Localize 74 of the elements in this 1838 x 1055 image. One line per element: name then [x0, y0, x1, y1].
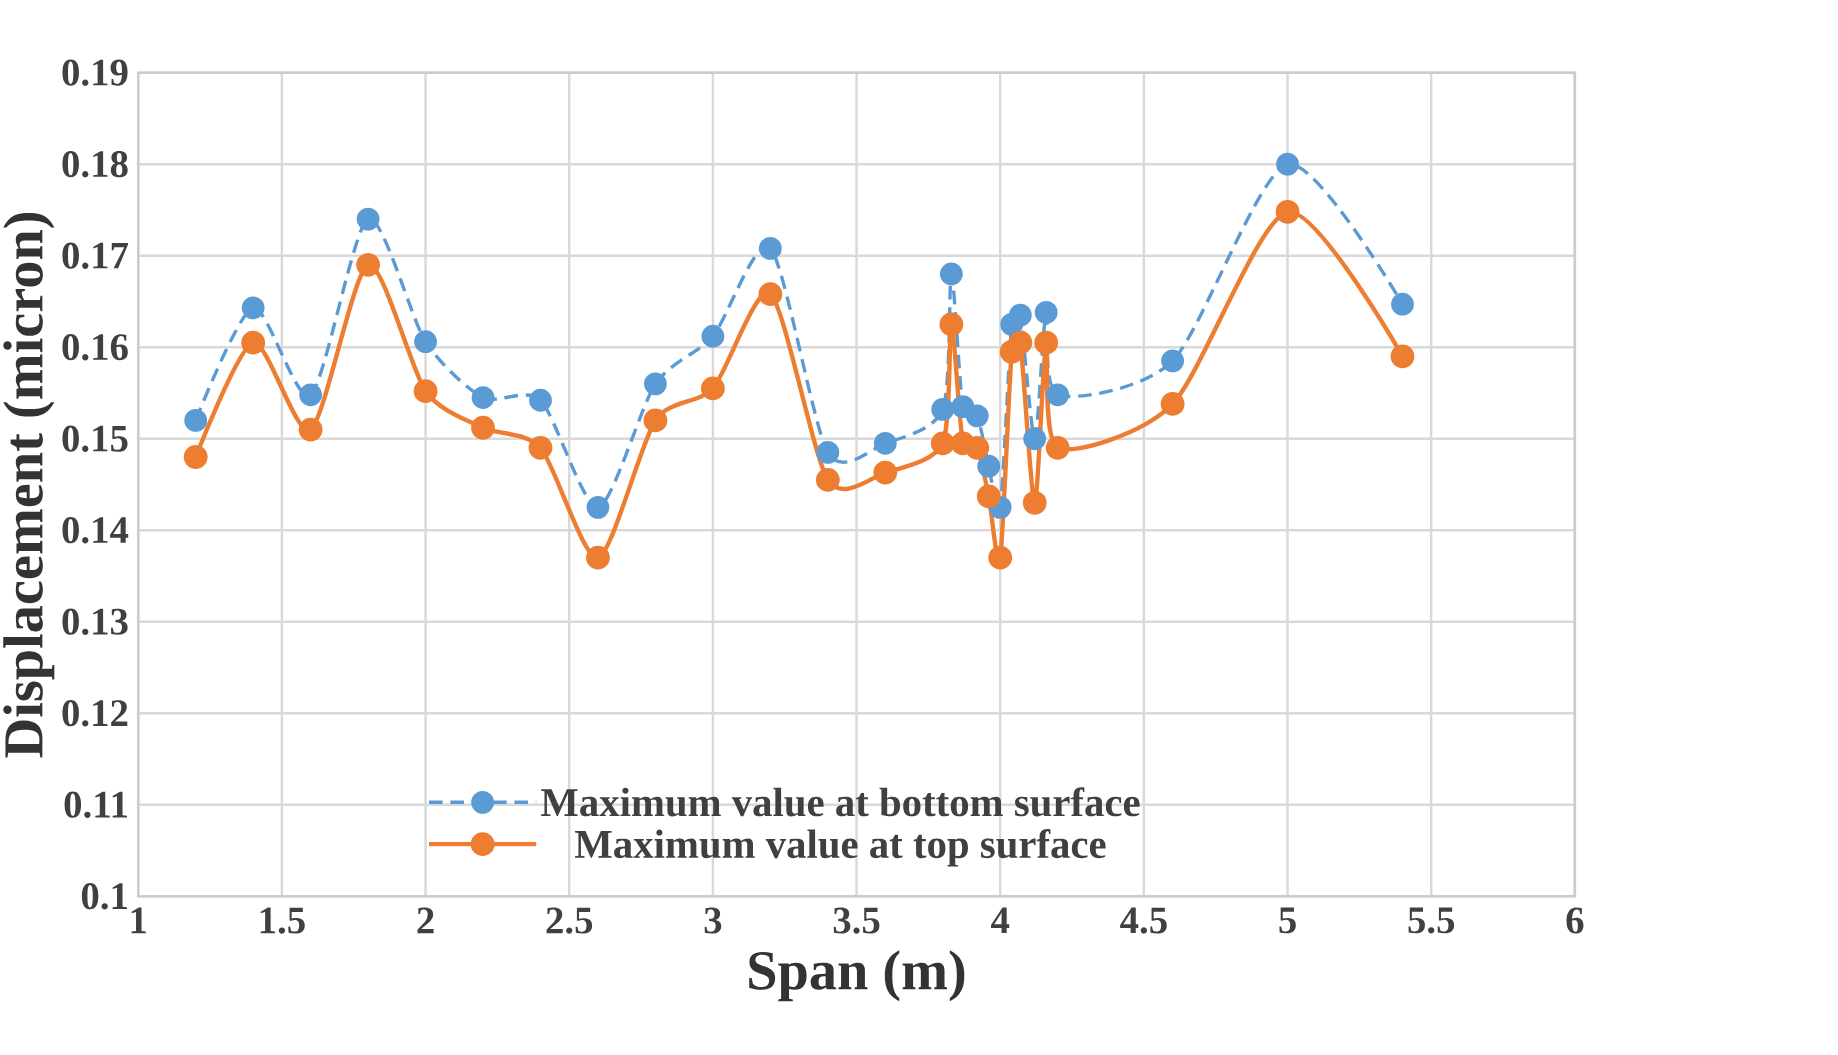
y-tick-label: 0.12 [62, 700, 128, 727]
x-tick-label: 2.5 [546, 907, 593, 934]
point [183, 445, 208, 470]
point [965, 404, 989, 428]
y-tick-label: 0.17 [62, 242, 129, 270]
point [586, 545, 610, 570]
x-tick-label: 5.5 [1408, 907, 1455, 934]
point [1045, 436, 1070, 460]
point [529, 389, 552, 412]
point [528, 436, 553, 460]
point [471, 386, 495, 410]
point [873, 432, 897, 455]
point [356, 253, 380, 277]
point [1023, 427, 1047, 451]
x-tick-label: 3.5 [833, 907, 880, 934]
y-axis-title: Displacement (micron) [3, 213, 55, 758]
point [1046, 383, 1070, 407]
point [700, 376, 725, 401]
x-tick-label: 4 [991, 907, 1010, 934]
point [988, 545, 1013, 570]
point [413, 379, 438, 404]
x-tick-label: 4.5 [1120, 907, 1167, 934]
y-tick-label: 0.16 [62, 334, 128, 361]
y-tick-label: 0.11 [64, 791, 127, 819]
x-tick-label: 5 [1279, 907, 1296, 934]
point [758, 282, 783, 307]
point [931, 398, 955, 422]
point [586, 496, 610, 519]
point [298, 417, 323, 442]
y-tick-label: 0.14 [62, 517, 129, 544]
point [930, 431, 955, 456]
point [939, 312, 964, 337]
x-tick-label: 1 [131, 907, 146, 934]
point [1008, 330, 1033, 355]
point [1391, 292, 1414, 316]
point [184, 409, 208, 433]
y-tick-label: 0.15 [62, 425, 128, 453]
point [758, 237, 782, 260]
point [816, 441, 840, 465]
x-tick-label: 3 [704, 907, 722, 934]
point [701, 325, 725, 348]
point [873, 460, 898, 485]
point [241, 296, 265, 320]
point [1022, 491, 1047, 515]
x-tick-label: 6 [1566, 907, 1584, 934]
point [1160, 392, 1185, 417]
point [1034, 301, 1058, 325]
point [1034, 330, 1059, 355]
point [643, 408, 668, 433]
point [1008, 303, 1032, 327]
point [1161, 349, 1185, 373]
x-tick-label: 1.5 [260, 907, 305, 934]
y-tick-label: 0.19 [62, 59, 128, 87]
legend-label: Maximum value at bottom surface [541, 787, 1140, 817]
legend-label: Maximum value at top surface [575, 829, 1106, 867]
point [977, 454, 1001, 478]
point [356, 207, 380, 231]
point [815, 468, 840, 492]
point [965, 436, 990, 460]
point [939, 262, 963, 286]
point [414, 330, 437, 354]
y-tick-label: 0.1 [81, 883, 127, 910]
y-tick-label: 0.18 [62, 151, 128, 178]
point [644, 372, 667, 396]
point [241, 330, 266, 355]
y-tick-label: 0.13 [62, 608, 128, 636]
point [1390, 344, 1415, 369]
x-tick-label: 2 [417, 907, 434, 934]
point [1275, 200, 1300, 224]
point [299, 383, 323, 407]
point [976, 484, 1001, 509]
point [471, 416, 495, 440]
x-axis-title: Span (m) [749, 950, 965, 1002]
point [1276, 152, 1299, 176]
